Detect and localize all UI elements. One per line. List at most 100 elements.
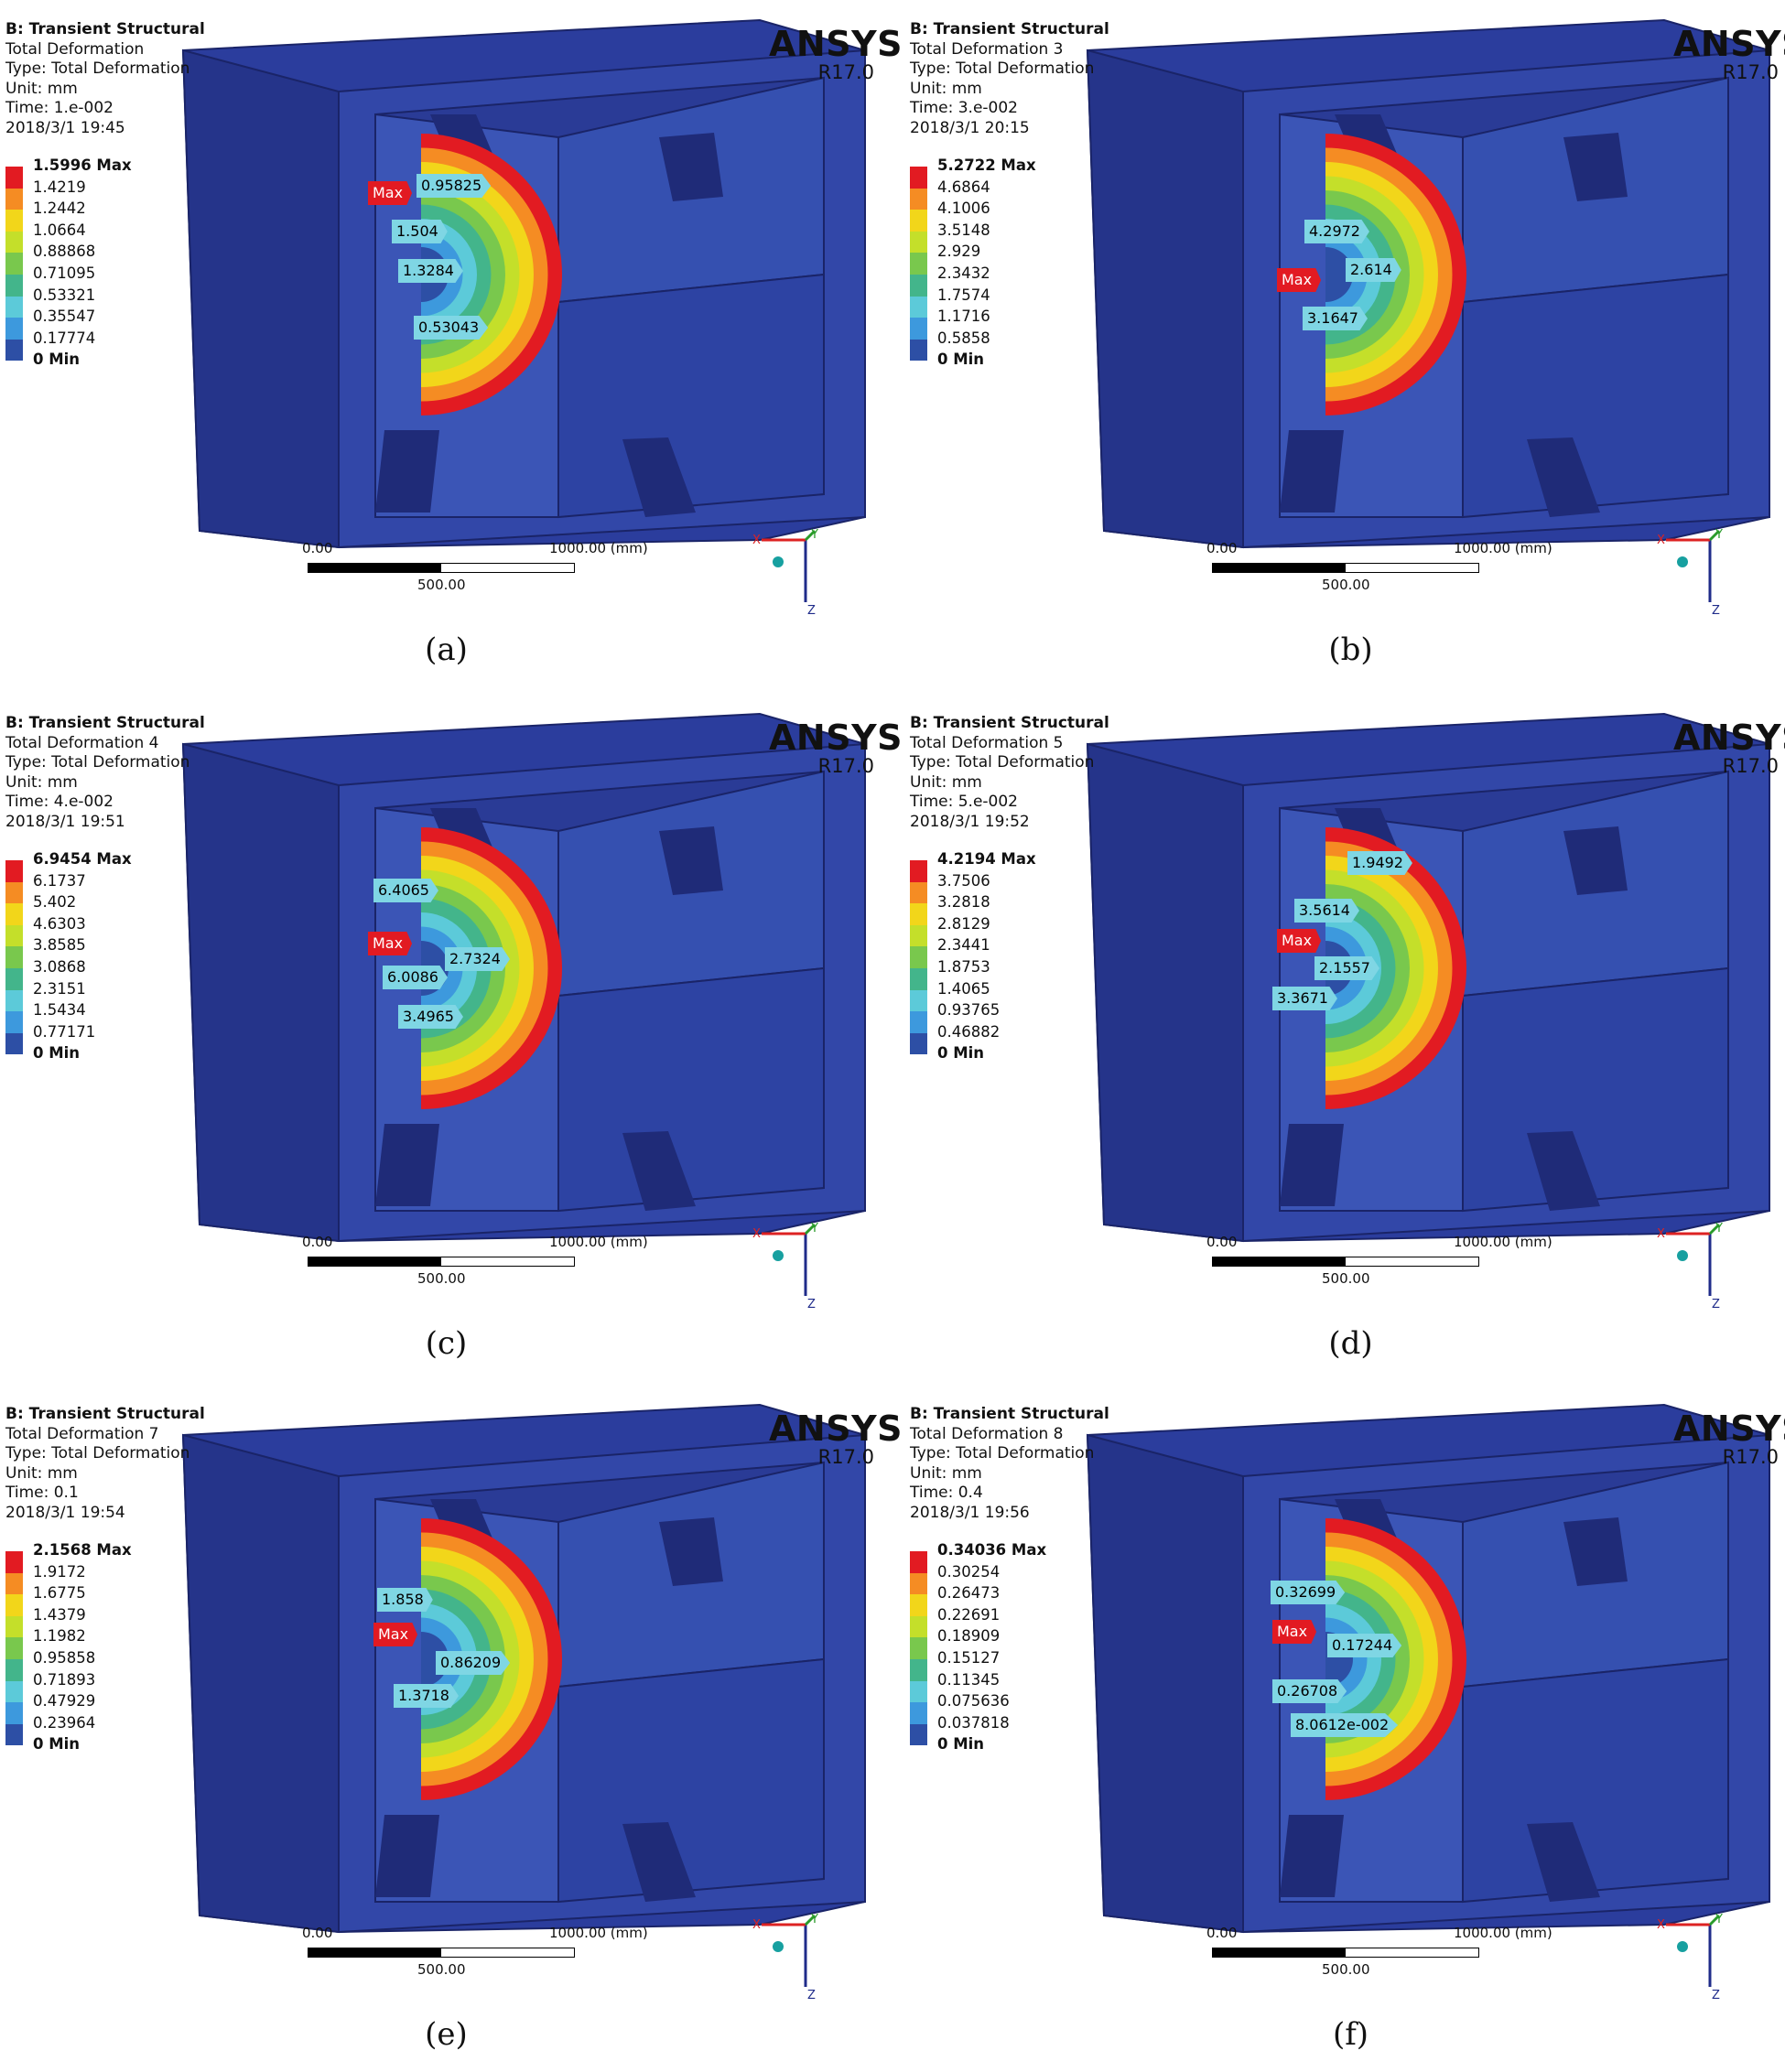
value-probe[interactable]: 0.17244 (1327, 1634, 1402, 1657)
fea-model-view[interactable] (904, 1385, 1785, 2007)
info-type: Type: Total Deformation (5, 59, 190, 78)
max-probe[interactable]: Max (1272, 1620, 1317, 1644)
value-probe[interactable]: 1.504 (392, 220, 448, 243)
info-type: Type: Total Deformation (5, 753, 190, 772)
scale-end: 1000.00 (mm) (1454, 1925, 1552, 1941)
legend-swatch (5, 231, 23, 254)
value-probe[interactable]: 0.95825 (416, 174, 492, 198)
value-probe[interactable]: 6.4065 (373, 879, 438, 902)
value-probe[interactable]: 3.1647 (1303, 307, 1368, 330)
max-probe[interactable]: Max (368, 181, 413, 205)
panel-caption: (d) (1328, 1325, 1373, 1362)
legend-swatch (5, 1637, 23, 1659)
max-probe[interactable]: Max (1277, 268, 1322, 292)
legend-value: 1.6775 (33, 1584, 86, 1603)
info-time: Time: 5.e-002 (910, 793, 1018, 811)
value-probe[interactable]: 3.3671 (1272, 987, 1337, 1010)
brand-version: R17.0 (1722, 755, 1779, 777)
legend-value: 3.2818 (937, 893, 990, 912)
brace-2 (1280, 430, 1344, 513)
axis-z-label: Z (1712, 1298, 1720, 1310)
value-probe[interactable]: 1.3284 (398, 259, 463, 283)
scale-end: 1000.00 (mm) (1454, 540, 1552, 556)
scale-bar: 0.00 1000.00 (mm) 500.00 (302, 1234, 648, 1289)
brand-version: R17.0 (817, 61, 874, 83)
legend-value: 0 Min (937, 1044, 985, 1063)
legend-swatch (5, 1723, 23, 1746)
axis-triad[interactable]: X Y Z (751, 1914, 824, 2001)
legend-swatch (910, 1723, 927, 1746)
fea-model-view[interactable] (904, 694, 1785, 1316)
brace-2 (375, 430, 439, 513)
legend-value: 0.5858 (937, 329, 990, 347)
legend-swatch (910, 1658, 927, 1681)
info-time: Time: 0.4 (910, 1484, 983, 1502)
legend-swatch (5, 924, 23, 947)
left-face (181, 49, 340, 549)
info-date: 2018/3/1 19:52 (910, 812, 1030, 831)
brace-3 (622, 437, 696, 517)
value-probe[interactable]: 0.26708 (1272, 1679, 1347, 1703)
value-probe[interactable]: 1.3718 (394, 1684, 459, 1708)
brace-2 (1280, 1124, 1344, 1206)
info-date: 2018/3/1 19:54 (5, 1503, 125, 1522)
info-date: 2018/3/1 20:15 (910, 118, 1030, 137)
brace-1 (659, 1517, 723, 1586)
axis-y-label: Y (810, 529, 818, 542)
info-header: B: Transient Structural (5, 20, 205, 38)
fea-model-view[interactable] (904, 0, 1785, 622)
value-probe[interactable]: 3.5614 (1294, 899, 1359, 923)
value-probe[interactable]: 2.614 (1346, 258, 1401, 282)
axis-triad[interactable]: X Y Z (751, 1223, 824, 1310)
left-face (181, 742, 340, 1243)
value-probe[interactable]: 2.7324 (445, 947, 510, 971)
legend-value: 0.93765 (937, 1001, 1001, 1020)
info-time: Time: 1.e-002 (5, 99, 114, 117)
axis-z-label: Z (807, 1989, 816, 2001)
legend-swatch (910, 1637, 927, 1659)
legend-swatch (910, 1615, 927, 1638)
axis-triad[interactable]: X Y Z (751, 529, 824, 616)
legend-swatch (910, 253, 927, 275)
legend-value: 0.46882 (937, 1022, 1001, 1041)
axis-triad[interactable]: X Y Z (1655, 1223, 1728, 1310)
value-probe[interactable]: 0.53043 (414, 316, 489, 340)
info-time: Time: 3.e-002 (910, 99, 1018, 117)
info-unit: Unit: mm (910, 1463, 982, 1483)
legend-swatch (5, 1615, 23, 1638)
scale-bar-graphic (308, 1948, 575, 1958)
panel-f: B: Transient Structural Total Deformation… (904, 1385, 1785, 2072)
value-probe[interactable]: 4.2972 (1304, 220, 1369, 243)
brand-name: ANSYS (769, 718, 903, 758)
value-probe[interactable]: 0.86209 (436, 1651, 511, 1675)
legend-value: 0 Min (937, 1735, 985, 1754)
scale-start: 0.00 (302, 1234, 333, 1250)
legend-value: 0.037818 (937, 1713, 1010, 1732)
max-probe[interactable]: Max (373, 1623, 418, 1646)
legend-swatch (5, 1680, 23, 1703)
scale-end: 1000.00 (mm) (549, 1925, 648, 1941)
value-probe[interactable]: 8.0612e-002 (1291, 1713, 1399, 1737)
value-probe[interactable]: 0.32699 (1271, 1581, 1346, 1604)
legend-value: 1.8753 (937, 957, 990, 976)
info-date: 2018/3/1 19:45 (5, 118, 125, 137)
value-probe[interactable]: 2.1557 (1314, 956, 1379, 980)
max-probe[interactable]: Max (1277, 929, 1322, 953)
legend-value: 6.1737 (33, 871, 86, 890)
scale-bar-graphic (1212, 1948, 1479, 1958)
value-probe[interactable]: 3.4965 (398, 1005, 463, 1029)
axis-triad[interactable]: X Y Z (1655, 529, 1728, 616)
value-probe[interactable]: 1.858 (377, 1588, 433, 1612)
value-probe[interactable]: 1.9492 (1347, 851, 1412, 875)
legend-swatch (5, 860, 23, 882)
fea-model-view[interactable] (0, 0, 892, 622)
value-probe[interactable]: 6.0086 (383, 966, 448, 989)
legend-value: 0.26473 (937, 1584, 1001, 1603)
max-probe[interactable]: Max (368, 932, 413, 955)
scale-start: 0.00 (1206, 1925, 1238, 1941)
info-header: B: Transient Structural (910, 1405, 1109, 1423)
axis-triad[interactable]: X Y Z (1655, 1914, 1728, 2001)
fea-model-view[interactable] (0, 694, 892, 1316)
legend-value: 0.47929 (33, 1692, 96, 1710)
